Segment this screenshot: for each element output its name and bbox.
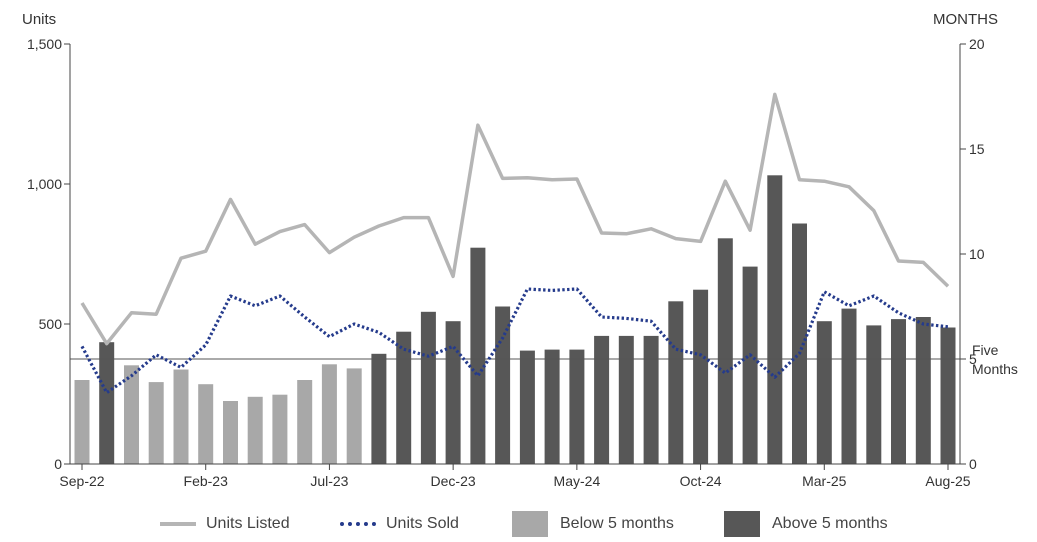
legend: Units Listed Units Sold Below 5 months A… [0,510,1037,540]
axes [64,43,966,470]
reference-line-label: Five [972,342,999,358]
chart: Units MONTHS Five Months 0 500 1,000 1,500 0 5… [22,11,1018,489]
legend-swatch-solid [160,522,196,526]
legend-item-units-listed: Units Listed [160,510,290,538]
bar-Jul-25 [915,317,931,464]
bar-Oct-23 [396,331,412,464]
legend-label: Above 5 months [772,515,888,532]
y-left-tick-label: 1,000 [27,176,62,192]
y-right-tick-label: 20 [969,36,985,52]
bar-Oct-22 [99,342,115,464]
bar-Apr-25 [841,308,857,464]
bar-Apr-24 [544,349,560,464]
y-right-tick-label: 15 [969,141,985,157]
bar-Aug-23 [346,368,362,464]
bar-May-23 [272,394,288,464]
legend-swatch-dark [724,511,760,537]
x-tick-label: Jul-23 [310,473,348,489]
y-right-tick-label: 0 [969,456,977,472]
bar-Mar-23 [223,401,238,464]
bar-Dec-23 [445,321,461,464]
bar-Jul-24 [618,335,634,464]
legend-label: Units Sold [386,515,459,532]
legend-swatch-dotted [340,522,376,526]
series-lines [80,92,950,395]
tick-labels: 0 500 1,000 1,500 0 5 10 15 20 Sep-22 Feb-23 Jul-23… [27,36,985,489]
x-tick-label: Feb-23 [184,473,229,489]
reference-line-group: Five Months [70,342,1018,377]
bar-Mar-25 [816,321,832,464]
y-right-tick-label: 10 [969,246,985,262]
y-left-axis-title: Units [22,11,56,28]
bar-Sep-23 [371,353,387,465]
bar-Jan-23 [173,369,189,464]
bar-Sep-22 [74,380,90,464]
y-left-tick-label: 500 [39,316,63,332]
reference-line-label: Months [972,361,1018,377]
legend-item-below-5-months: Below 5 months [512,510,674,538]
y-left-tick-label: 0 [54,456,62,472]
legend-item-units-sold: Units Sold [340,510,459,538]
bar-Sep-24 [668,301,684,465]
bar-Jan-25 [767,175,783,465]
bar-Feb-23 [198,384,214,464]
x-tick-label: Aug-25 [925,473,970,489]
bar-Apr-23 [247,396,263,464]
y-right-axis-title: MONTHS [933,11,998,28]
bar-Jan-24 [470,247,486,464]
x-tick-label: Oct-24 [680,473,722,489]
bar-Nov-23 [420,311,436,465]
series-line-units-listed [80,92,950,346]
legend-swatch-light [512,511,548,537]
bar-May-25 [866,325,882,464]
x-tick-label: May-24 [554,473,601,489]
bar-group [74,175,956,465]
bar-Jun-25 [891,319,906,464]
series-line-units-sold [80,287,949,395]
bar-May-24 [569,349,585,464]
y-right-tick-label: 5 [969,351,977,367]
bar-Nov-24 [717,238,733,465]
bar-Jun-23 [297,380,313,464]
x-tick-label: Sep-22 [59,473,104,489]
x-tick-label: Mar-25 [802,473,847,489]
bar-Dec-22 [148,382,164,464]
x-tick-label: Dec-23 [431,473,476,489]
legend-label: Units Listed [206,515,290,532]
bar-Feb-25 [792,223,807,464]
bar-Dec-24 [742,266,758,464]
bar-Jun-24 [594,335,610,464]
bar-Aug-24 [643,335,659,464]
legend-item-above-5-months: Above 5 months [724,510,888,538]
bar-Aug-25 [940,327,956,464]
bar-Jul-23 [321,364,337,465]
bar-Mar-24 [519,350,535,464]
legend-label: Below 5 months [560,515,674,532]
bar-Nov-22 [124,365,139,464]
y-left-tick-label: 1,500 [27,36,62,52]
bar-Oct-24 [693,289,709,464]
